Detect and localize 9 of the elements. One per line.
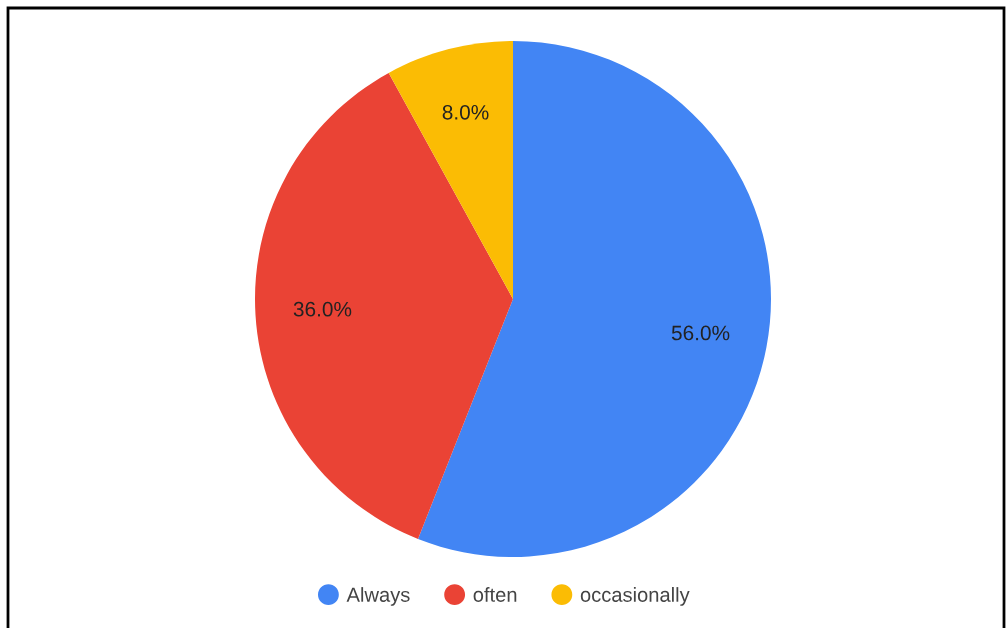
pie-slice — [418, 41, 771, 557]
data-label: 36.0% — [293, 301, 352, 317]
pie-slice — [388, 41, 513, 299]
data-label: 56.0% — [671, 325, 730, 341]
legend-label: Always — [346, 587, 410, 606]
data-label: 8.0% — [442, 104, 489, 120]
pie-slice — [255, 72, 513, 539]
legend-label: often — [473, 587, 517, 602]
legend-label: occasionally — [580, 587, 690, 606]
